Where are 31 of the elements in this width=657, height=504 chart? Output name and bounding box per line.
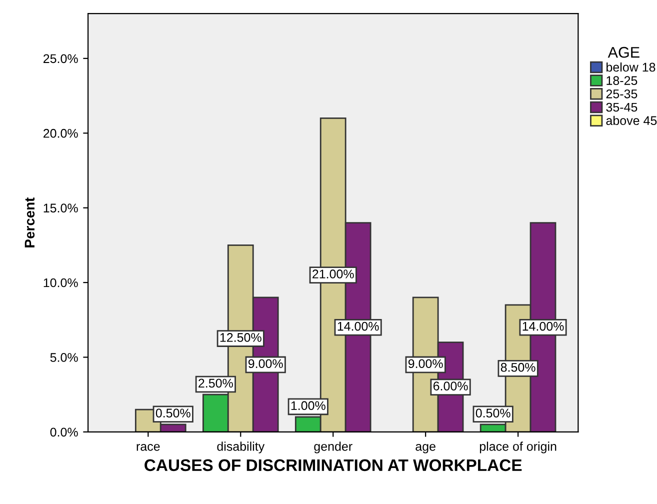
legend-label: above 45 [606,116,657,126]
legend-label: 35-45 [606,102,638,112]
x-tick-label: race [136,444,160,451]
data-label: 6.00% [433,382,468,390]
legend-label: 25-35 [606,89,638,98]
data-label: 1.00% [291,401,326,410]
data-label: 2.50% [198,378,233,388]
data-label: 21.00% [312,270,354,278]
x-tick-label: age [416,444,436,454]
legend-title: AGE [608,46,640,58]
y-tick-label: 20.0% [44,128,78,138]
y-tick-label: 10.0% [44,278,78,288]
legend-label: below 18 [606,62,656,72]
y-tick-label: 5.0% [50,353,78,362]
data-label: 14.00% [338,322,379,331]
x-axis-title: CAUSES OF DISCRIMINATION AT WORKPLACE [144,459,522,472]
data-label: 0.50% [476,408,510,418]
data-label: 8.50% [500,362,536,372]
y-tick-label: 0.0% [50,428,78,437]
data-label: 14.00% [522,322,564,331]
data-label: 9.00% [248,359,283,368]
x-tick-label: disability [217,442,265,454]
y-tick-label: 15.0% [44,204,78,212]
x-tick-label: gender [314,442,352,454]
data-label: 12.50% [220,333,262,342]
legend-label: 18-25 [606,76,638,85]
y-axis-title: Percent [24,197,35,248]
data-label: 9.00% [408,359,443,368]
data-label: 0.50% [156,408,190,418]
x-tick-label: place of origin [480,442,556,454]
y-tick-label: 25.0% [44,54,78,64]
